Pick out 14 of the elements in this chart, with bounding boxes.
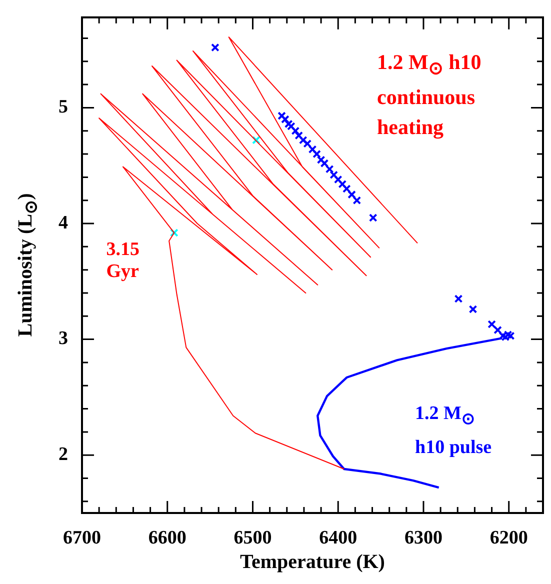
annotation: 3.15 Gyr — [106, 238, 140, 282]
x-tick-label: 6700 — [63, 527, 101, 548]
x-axis-title: Temperature (K) — [239, 551, 386, 574]
series-label: 1.2 M$_{⊙}$ h10 pulse — [415, 402, 493, 460]
y-tick-label: 5 — [58, 96, 68, 118]
x-tick-label: 6500 — [234, 527, 272, 548]
x-tick-label: 6300 — [404, 527, 442, 548]
series-label: 1.2 M$_{⊙}$ h10 continuous heating — [377, 49, 482, 142]
y-tick-label: 2 — [58, 444, 68, 466]
y-tick-label: 4 — [58, 212, 68, 234]
x-tick-label: 6200 — [490, 527, 528, 548]
x-tick-label: 6600 — [148, 527, 186, 548]
y-tick-label: 3 — [58, 328, 68, 350]
x-tick-label: 6400 — [319, 527, 358, 548]
